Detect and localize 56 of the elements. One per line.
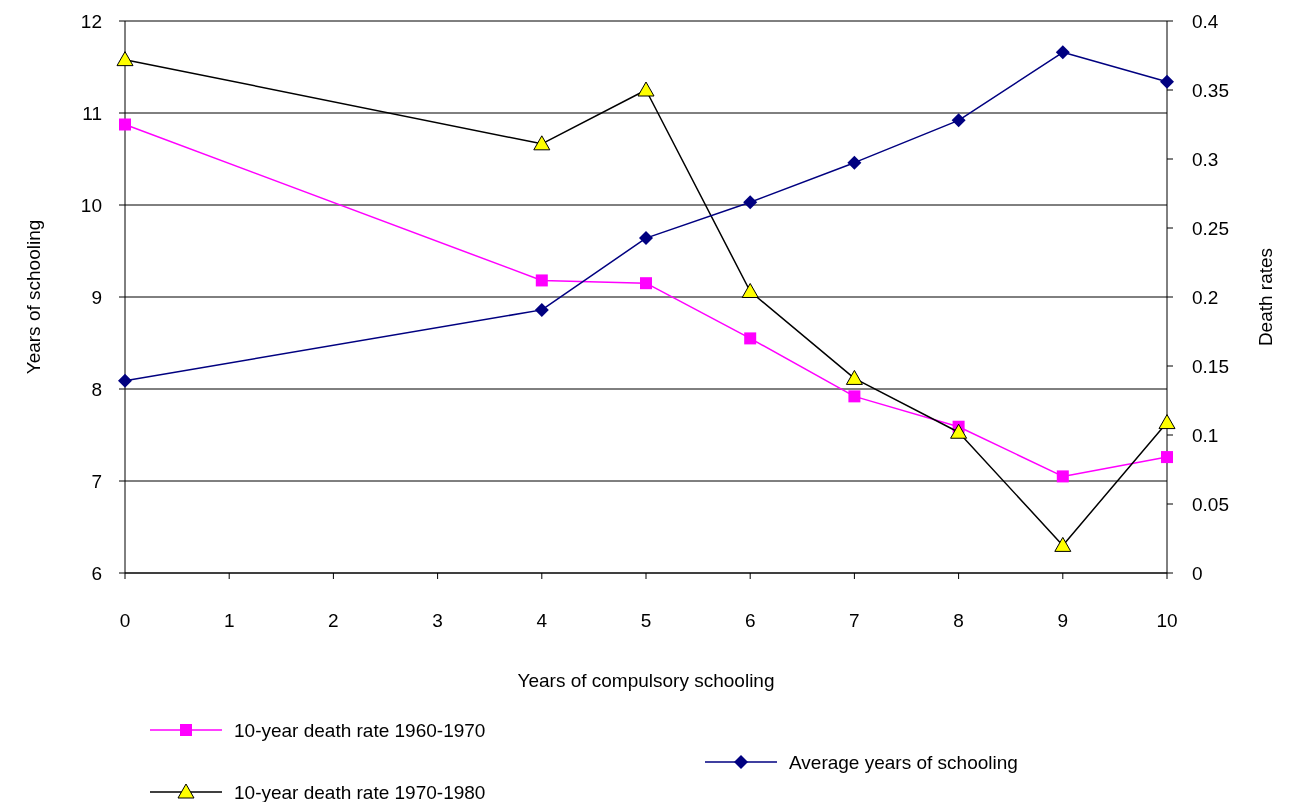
- point: [1056, 470, 1069, 483]
- x-tick-label: 9: [1057, 610, 1069, 631]
- y2-tick-label: 0.15: [1192, 355, 1229, 377]
- point: [637, 81, 655, 97]
- point: [1158, 414, 1176, 430]
- y2-tick-label: 0.1: [1192, 424, 1219, 446]
- point: [847, 155, 862, 170]
- x-tick-label: 7: [849, 610, 860, 631]
- point: [741, 282, 759, 298]
- y2-tick-label: 0: [1192, 562, 1203, 584]
- y2-axis-title: Death rates: [1255, 247, 1276, 347]
- point: [744, 332, 757, 345]
- point: [639, 231, 653, 246]
- point: [118, 373, 132, 388]
- y-tick-label: 7: [91, 470, 102, 492]
- point: [535, 274, 548, 287]
- point: [1160, 74, 1174, 89]
- y2-tick-label: 0.2: [1192, 286, 1219, 308]
- x-tick-label: 0: [119, 610, 131, 631]
- y2-tick-label: 0.4: [1192, 10, 1219, 32]
- y2-tick-label: 0.3: [1192, 148, 1219, 170]
- point: [845, 369, 863, 385]
- point: [116, 51, 134, 67]
- legend-label: Average years of schooling: [789, 751, 1018, 773]
- y-tick-label: 10: [80, 194, 102, 216]
- x-tick-label: 3: [432, 610, 443, 631]
- x-tick-label: 5: [640, 610, 652, 631]
- x-tick-label: 10: [1156, 610, 1178, 631]
- x-tick-label: 8: [953, 610, 964, 631]
- y2-tick-label: 0.05: [1192, 493, 1229, 515]
- x-tick-label: 4: [536, 610, 548, 631]
- point: [1055, 45, 1070, 60]
- point: [533, 135, 551, 151]
- point: [640, 277, 652, 290]
- y-tick-label: 11: [82, 102, 102, 124]
- point: [119, 118, 131, 131]
- y2-tick-label: 0.35: [1192, 79, 1229, 101]
- point: [534, 302, 549, 317]
- y-tick-label: 8: [91, 378, 102, 400]
- y-axis-title: Years of schooling: [23, 219, 44, 375]
- point: [1161, 451, 1173, 464]
- x-tick-label: 1: [223, 610, 235, 631]
- y2-tick-label: 0.25: [1192, 217, 1229, 239]
- point: [951, 113, 966, 128]
- y-tick-label: 12: [80, 10, 102, 32]
- point: [950, 423, 968, 439]
- legend-label: 10-year death rate 1970-1980: [234, 781, 486, 802]
- y-tick-label: 6: [91, 562, 102, 584]
- point: [848, 390, 861, 403]
- x-tick-label: 6: [744, 610, 756, 631]
- x-tick-label: 2: [328, 610, 339, 631]
- y-tick-label: 9: [91, 286, 102, 308]
- legend-label: 10-year death rate 1960-1970: [234, 719, 486, 741]
- point: [743, 195, 758, 210]
- x-axis-title: Years of compulsory schooling: [517, 670, 775, 691]
- point: [1054, 536, 1072, 552]
